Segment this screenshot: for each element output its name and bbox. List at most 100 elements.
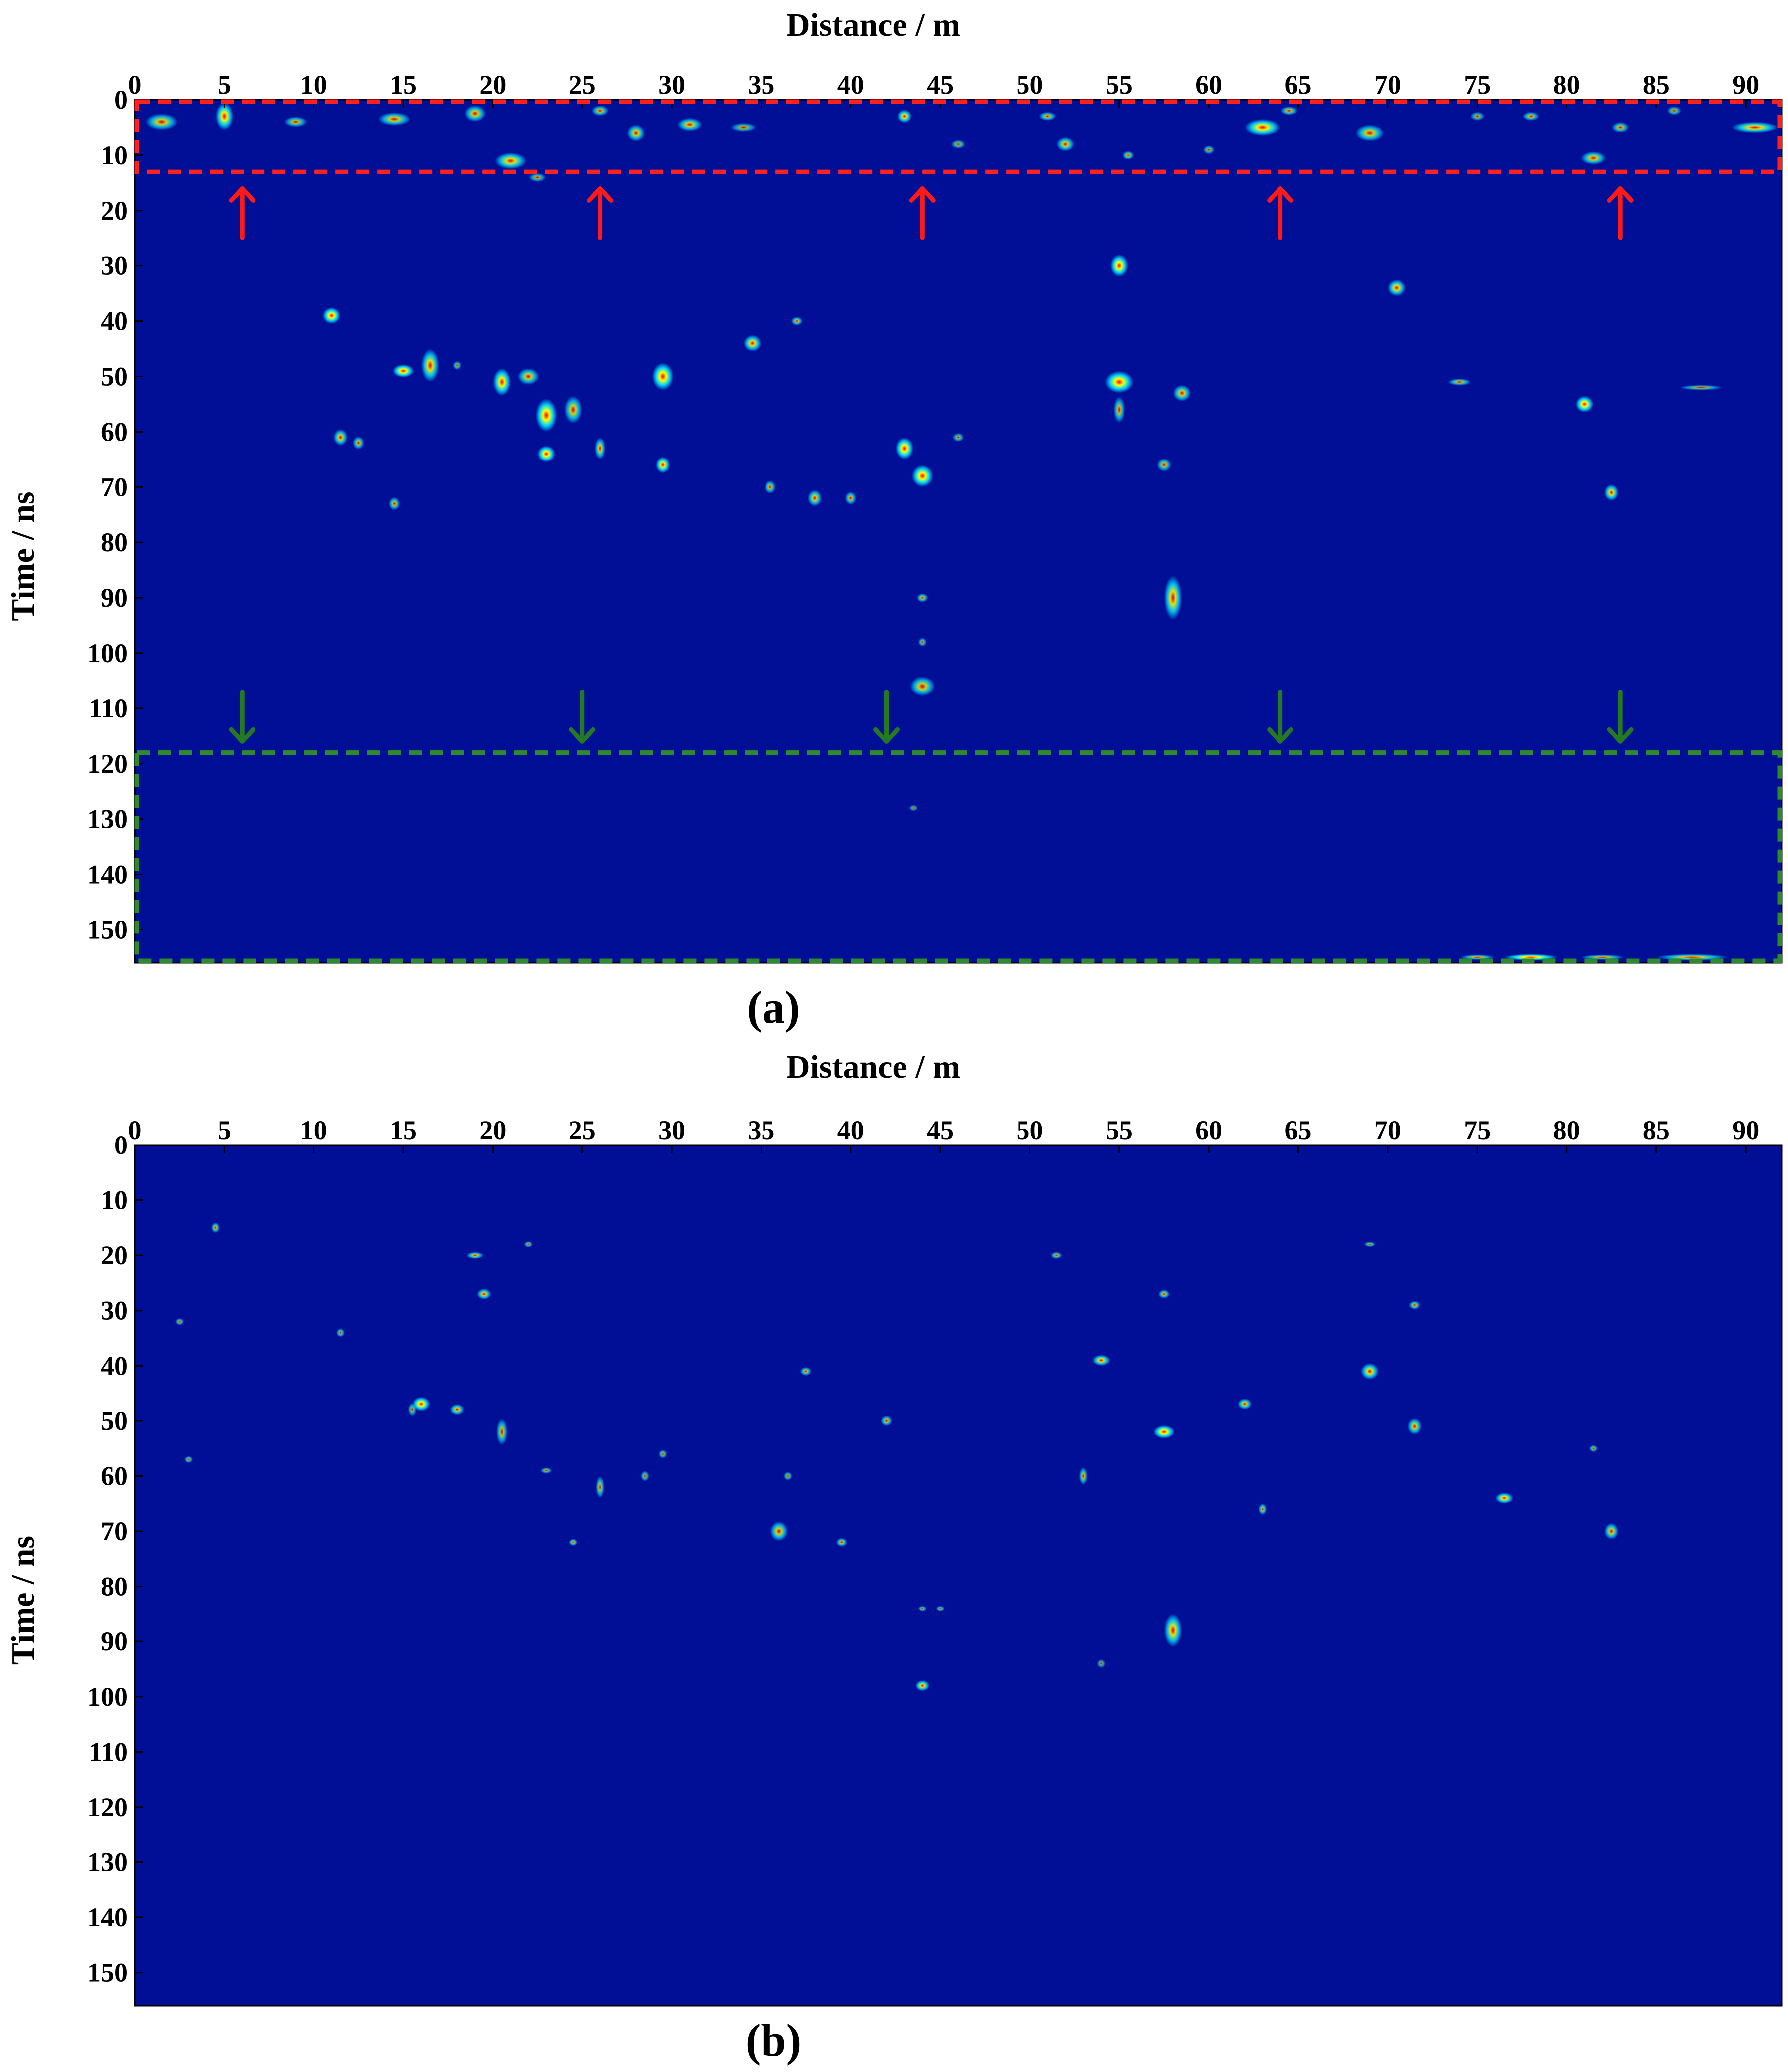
hotspot	[517, 368, 539, 385]
y-tick-label: 120	[87, 1792, 128, 1822]
hotspot	[836, 1538, 848, 1547]
panel-label: (b)	[746, 2015, 801, 2066]
hotspot	[1173, 385, 1191, 402]
hotspot	[496, 1418, 508, 1445]
hotspot	[770, 1521, 788, 1541]
hotspot	[378, 112, 411, 126]
hotspot	[911, 464, 933, 487]
hotspot	[524, 1241, 533, 1248]
hotspot-layer	[175, 1222, 1619, 1691]
hotspot	[494, 152, 527, 169]
hotspot	[1258, 1503, 1267, 1515]
x-tick-label: 90	[1732, 70, 1759, 100]
red-arrow	[1607, 186, 1634, 240]
x-tick-label: 30	[658, 70, 685, 100]
green-arrow	[1607, 690, 1634, 744]
hotspot	[464, 105, 486, 122]
y-tick-label: 20	[101, 1240, 128, 1270]
x-tick-label: 50	[1016, 1115, 1043, 1145]
hotspot	[175, 1318, 184, 1325]
x-tick-label: 60	[1195, 1115, 1222, 1145]
y-axis-title: Time / ns	[5, 491, 41, 621]
x-tick-label: 10	[300, 70, 327, 100]
hotspot	[450, 1404, 464, 1415]
y-tick-label: 70	[101, 1516, 128, 1546]
hotspot	[388, 497, 400, 510]
x-tick-label: 50	[1016, 70, 1043, 100]
hotspot	[909, 805, 918, 811]
green-arrow	[229, 690, 255, 744]
y-tick-label: 150	[87, 915, 128, 944]
hotspot	[800, 1367, 812, 1376]
hotspot	[322, 307, 341, 324]
y-tick-label: 110	[89, 693, 128, 723]
hotspot	[333, 429, 348, 446]
y-tick-label: 50	[101, 1406, 128, 1436]
y-tick-label: 80	[101, 1572, 128, 1602]
hotspot	[915, 1680, 930, 1691]
y-tick-label: 90	[101, 583, 128, 613]
hotspot	[916, 593, 928, 602]
panel-label: (a)	[747, 982, 800, 1033]
hotspot	[918, 1606, 927, 1612]
x-tick-label: 35	[748, 70, 774, 100]
hotspot	[881, 1415, 892, 1426]
hotspot	[936, 1606, 945, 1612]
y-axis-title: Time / ns	[5, 1536, 41, 1665]
hotspot	[1667, 106, 1682, 116]
hotspot	[493, 368, 511, 396]
hotspot	[1092, 1355, 1110, 1366]
y-tick-label: 130	[87, 1847, 128, 1877]
hotspot	[528, 173, 546, 182]
hotspot	[1110, 254, 1128, 277]
green-arrow	[1267, 690, 1294, 744]
hotspot	[1679, 385, 1723, 390]
x-tick-label: 90	[1732, 1115, 1759, 1145]
hotspot	[215, 102, 234, 130]
hotspot	[408, 1403, 417, 1417]
plot-area	[135, 1145, 1782, 2006]
hotspot	[336, 1328, 345, 1337]
red-arrow	[909, 186, 936, 240]
hotspot	[284, 116, 307, 128]
hotspot	[535, 398, 557, 432]
x-tick-label: 5	[218, 1115, 231, 1145]
x-tick-label: 80	[1553, 1115, 1580, 1145]
green-arrow	[873, 690, 900, 744]
hotspot	[466, 1252, 484, 1259]
x-tick-label: 5	[218, 70, 231, 100]
x-tick-label: 75	[1464, 70, 1491, 100]
hotspot	[743, 335, 762, 352]
y-tick-label: 20	[101, 196, 128, 226]
hotspot	[627, 124, 645, 142]
hotspot	[1361, 1363, 1379, 1380]
hotspot	[1237, 1398, 1252, 1410]
hotspot	[1581, 151, 1606, 165]
y-tick-label: 0	[114, 85, 128, 115]
x-tick-label: 25	[569, 1115, 596, 1145]
hotspot	[1164, 1613, 1182, 1647]
hotspot	[421, 349, 439, 382]
hotspot	[594, 437, 606, 460]
y-tick-label: 100	[87, 1682, 128, 1712]
y-tick-label: 90	[101, 1626, 128, 1656]
hotspot	[1407, 1418, 1422, 1435]
y-tick-label: 30	[101, 251, 128, 281]
y-tick-label: 140	[87, 860, 128, 890]
hotspot	[540, 1467, 552, 1474]
x-tick-label: 40	[837, 70, 864, 100]
red-dashed-box	[134, 99, 1782, 174]
hotspot	[211, 1222, 220, 1233]
panel-a: 0 5 10 15 20 25 30 35 40 45 50 55 60 65 70 75 80 85 90 0 10 2…	[5, 7, 1783, 1033]
y-tick-label: 150	[87, 1958, 128, 1988]
hotspot	[1079, 1467, 1088, 1485]
x-tick-label: 0	[128, 1115, 142, 1145]
hotspot	[1364, 1241, 1376, 1247]
hotspot-layer	[145, 102, 1778, 961]
red-arrow	[229, 186, 255, 240]
hotspot	[918, 637, 927, 647]
plot-area	[135, 100, 1782, 963]
y-tick-label: 100	[87, 638, 128, 668]
hotspot	[453, 361, 462, 370]
hotspot	[1056, 137, 1075, 152]
